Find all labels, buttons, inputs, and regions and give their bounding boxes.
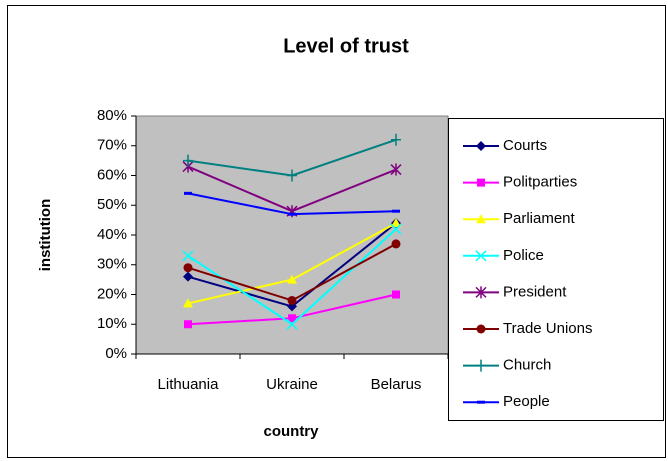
y-tick-label: 70%: [97, 137, 127, 154]
legend-label: Politparties: [503, 174, 577, 191]
data-point: [183, 154, 193, 167]
legend-label: Courts: [503, 137, 547, 154]
x-tick-label: Belarus: [371, 376, 422, 393]
y-tick-label: 80%: [97, 107, 127, 124]
data-point: [391, 218, 401, 228]
data-point: [183, 263, 193, 273]
y-tick-label: 50%: [97, 196, 127, 213]
data-point: [287, 295, 297, 305]
y-tick-label: 30%: [97, 256, 127, 273]
legend-box: [448, 118, 664, 421]
data-point: [184, 320, 192, 329]
legend-marker: [476, 141, 486, 151]
y-tick-label: 60%: [97, 166, 127, 183]
y-tick-label: 40%: [97, 226, 127, 243]
legend-label: Police: [503, 247, 544, 264]
legend-label: Parliament: [503, 210, 576, 227]
legend-label: Trade Unions: [503, 320, 593, 337]
legend-label: President: [503, 283, 567, 300]
y-axis-label: institution: [37, 199, 54, 271]
data-point: [392, 290, 400, 299]
legend-marker: [475, 250, 487, 262]
y-tick-label: 20%: [97, 285, 127, 302]
legend-label: People: [503, 393, 550, 410]
chart-title: Level of trust: [283, 35, 409, 57]
data-point: [390, 163, 402, 176]
legend-marker: [476, 359, 486, 372]
data-point: [391, 239, 401, 249]
x-axis-label: country: [263, 423, 319, 440]
legend-marker: [476, 214, 486, 224]
data-point: [183, 298, 193, 308]
x-tick-label: Lithuania: [158, 376, 220, 393]
data-point: [287, 274, 297, 284]
data-point: [286, 318, 298, 330]
data-point: [390, 223, 402, 235]
y-tick-label: 0%: [105, 345, 127, 362]
x-tick-label: Ukraine: [266, 376, 318, 393]
legend-marker: [476, 324, 486, 334]
legend-marker: [475, 286, 487, 299]
data-point: [287, 169, 297, 182]
data-point: [288, 314, 296, 323]
data-point: [391, 133, 401, 146]
data-point: [183, 271, 193, 282]
data-point: [182, 250, 194, 262]
legend-label: Church: [503, 357, 551, 374]
y-tick-label: 10%: [97, 315, 127, 332]
legend-marker: [477, 178, 485, 187]
